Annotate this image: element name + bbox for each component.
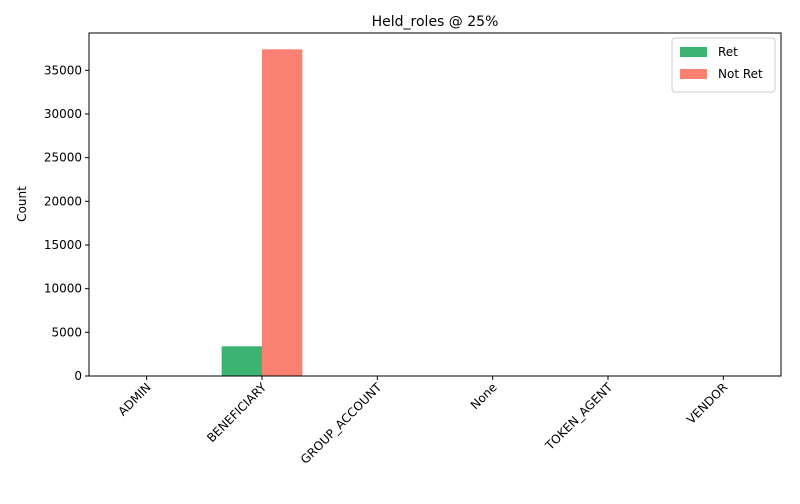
y-tick-label: 35000 xyxy=(44,63,82,77)
bar-ret-beneficiary xyxy=(221,346,262,376)
y-tick-label: 10000 xyxy=(44,282,82,296)
plot-frame xyxy=(88,32,782,377)
chart-title: Held_roles @ 25% xyxy=(372,14,499,30)
bars-layer xyxy=(221,49,303,376)
y-tick-label: 20000 xyxy=(44,194,82,208)
y-tick-label: 30000 xyxy=(44,107,82,121)
bar-not-ret-beneficiary xyxy=(262,49,303,376)
legend: Ret Not Ret xyxy=(671,37,776,93)
y-axis-label: Count xyxy=(15,186,29,222)
y-axis-ticks: 0 5000 10000 15000 20000 25000 30000 35000 xyxy=(44,63,89,383)
legend-swatch-not-ret xyxy=(680,69,707,79)
y-tick-label: 25000 xyxy=(44,151,82,165)
legend-label-ret: Ret xyxy=(718,45,738,59)
y-tick-label: 15000 xyxy=(44,238,82,252)
y-tick-label: 5000 xyxy=(51,325,82,339)
legend-label-not-ret: Not Ret xyxy=(718,67,763,81)
y-tick-label: 0 xyxy=(74,369,82,383)
legend-swatch-ret xyxy=(680,47,707,57)
